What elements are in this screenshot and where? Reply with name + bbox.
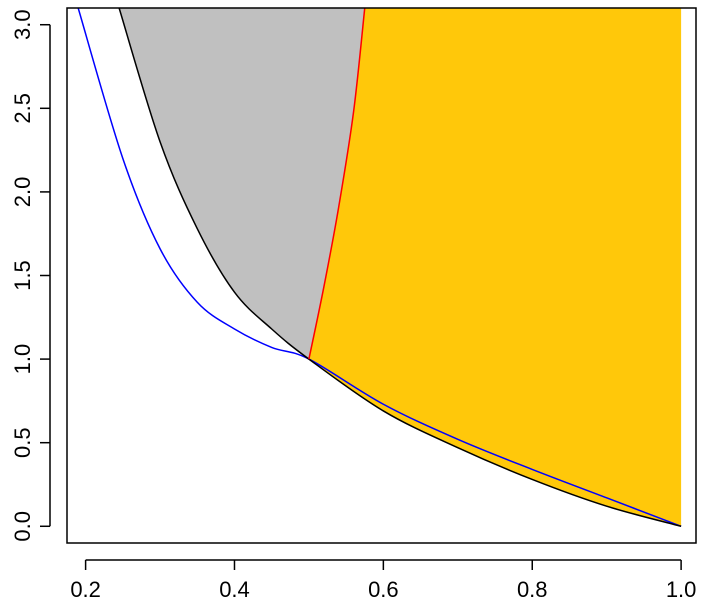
red-curve: [308, 7, 366, 360]
y-tick-label: 2.0: [10, 177, 35, 208]
blue-curve: [77, 7, 682, 527]
y-tick-label: 0.5: [10, 427, 35, 458]
x-tick-label: 0.4: [219, 577, 250, 602]
y-tick-label: 1.0: [10, 344, 35, 375]
y-tick-label: 3.0: [10, 9, 35, 40]
y-tick-label: 2.5: [10, 93, 35, 124]
x-tick-label: 1.0: [666, 577, 697, 602]
y-axis: 0.0 0.5 1.0 1.5 2.0 2.5 3.0: [10, 9, 51, 542]
plot-frame: [66, 7, 697, 544]
x-tick-label: 0.6: [368, 577, 399, 602]
grey-region: [119, 8, 365, 360]
x-axis: 0.2 0.4 0.6 0.8 1.0: [70, 559, 697, 602]
x-tick-label: 0.2: [70, 577, 101, 602]
fill-regions: [119, 8, 682, 527]
y-tick-label: 0.0: [10, 511, 35, 542]
orange-region: [308, 8, 682, 527]
x-tick-label: 0.8: [517, 577, 548, 602]
curves: [77, 7, 682, 528]
y-tick-label: 1.5: [10, 260, 35, 291]
